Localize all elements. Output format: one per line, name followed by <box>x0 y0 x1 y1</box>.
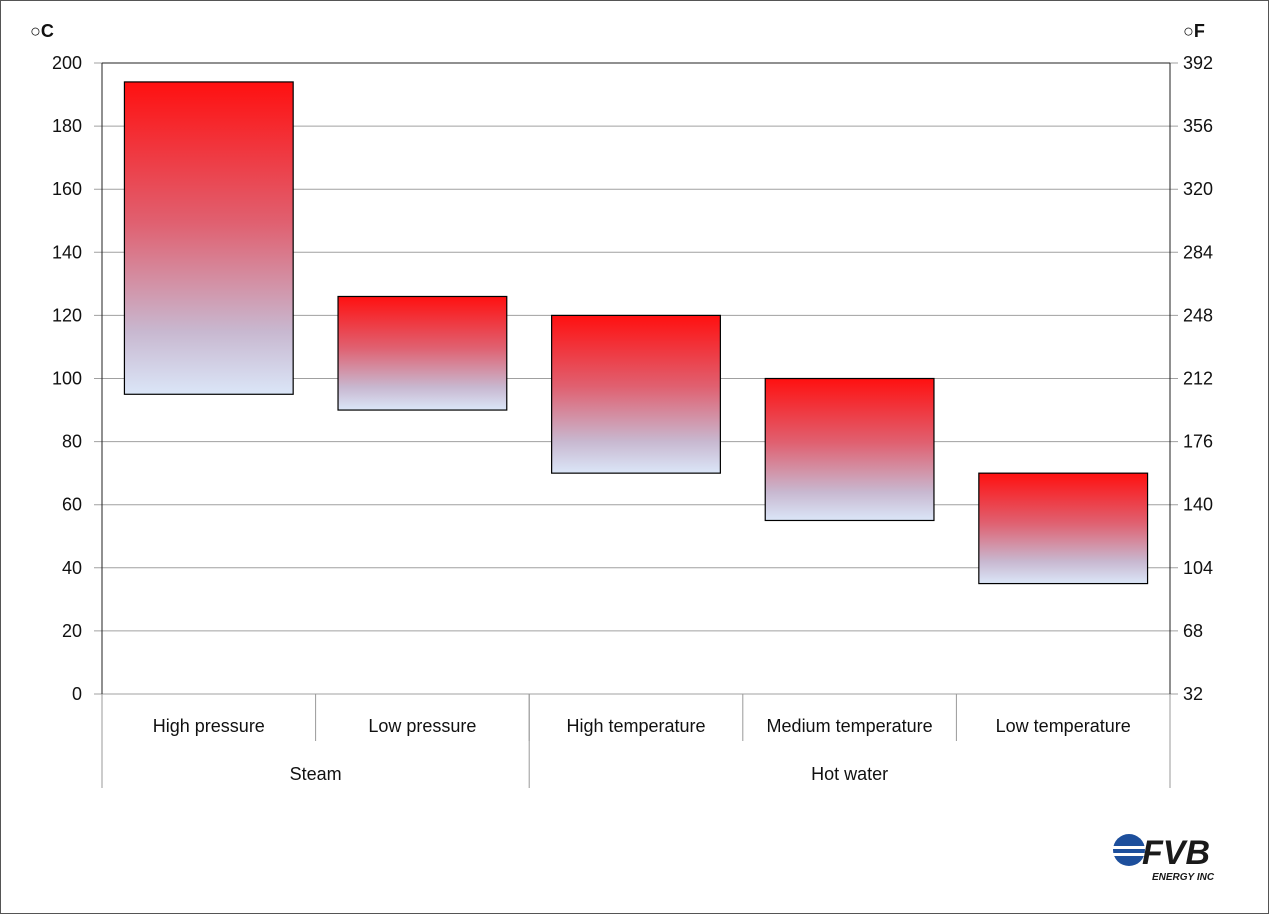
right-tick-label: 176 <box>1183 432 1213 452</box>
left-tick-label: 120 <box>52 305 82 325</box>
logo-text: FVB <box>1142 834 1210 872</box>
range-bar <box>764 377 935 522</box>
category-label: Medium temperature <box>767 716 933 736</box>
left-tick-label: 60 <box>62 495 82 515</box>
right-axis-ticks: 32 68 104 140 176 212 248 284 320 356 392 <box>1183 53 1213 704</box>
logo-subtext: ENERGY INC <box>1152 872 1215 883</box>
left-tick-label: 180 <box>52 116 82 136</box>
category-label: High pressure <box>153 716 265 736</box>
right-tick-label: 248 <box>1183 305 1213 325</box>
left-tick-label: 140 <box>52 242 82 262</box>
category-label: Low pressure <box>368 716 476 736</box>
left-tick-label: 40 <box>62 558 82 578</box>
group-label: Steam <box>290 764 342 784</box>
right-tick-label: 104 <box>1183 558 1213 578</box>
right-tick-label: 68 <box>1183 621 1203 641</box>
left-axis-unit: ○C <box>30 21 54 41</box>
left-tick-label: 20 <box>62 621 82 641</box>
left-tick-label: 100 <box>52 369 82 389</box>
fvb-logo: FVB ENERGY INC <box>1110 834 1215 883</box>
range-bar <box>337 295 508 411</box>
right-tick-label: 320 <box>1183 179 1213 199</box>
range-bar <box>978 472 1149 585</box>
left-tick-label: 200 <box>52 53 82 73</box>
group-label: Hot water <box>811 764 888 784</box>
right-tick-label: 284 <box>1183 242 1213 262</box>
category-label: High temperature <box>566 716 705 736</box>
right-tick-label: 212 <box>1183 369 1213 389</box>
globe-icon <box>1110 834 1148 866</box>
category-label: Low temperature <box>996 716 1131 736</box>
range-bars <box>123 81 1149 585</box>
right-tick-label: 32 <box>1183 684 1203 704</box>
right-tick-label: 392 <box>1183 53 1213 73</box>
right-axis-unit: ○F <box>1183 21 1205 41</box>
axes <box>101 62 1171 694</box>
right-tick-label: 356 <box>1183 116 1213 136</box>
category-labels: High pressure Low pressure High temperatur… <box>101 694 1171 788</box>
right-tick-label: 140 <box>1183 495 1213 515</box>
left-tick-label: 80 <box>62 432 82 452</box>
left-axis-ticks: 0 20 40 60 80 100 120 140 160 180 200 <box>52 53 82 704</box>
left-tick-label: 160 <box>52 179 82 199</box>
range-bar <box>123 81 294 395</box>
left-tick-label: 0 <box>72 684 82 704</box>
range-bar <box>551 314 721 474</box>
